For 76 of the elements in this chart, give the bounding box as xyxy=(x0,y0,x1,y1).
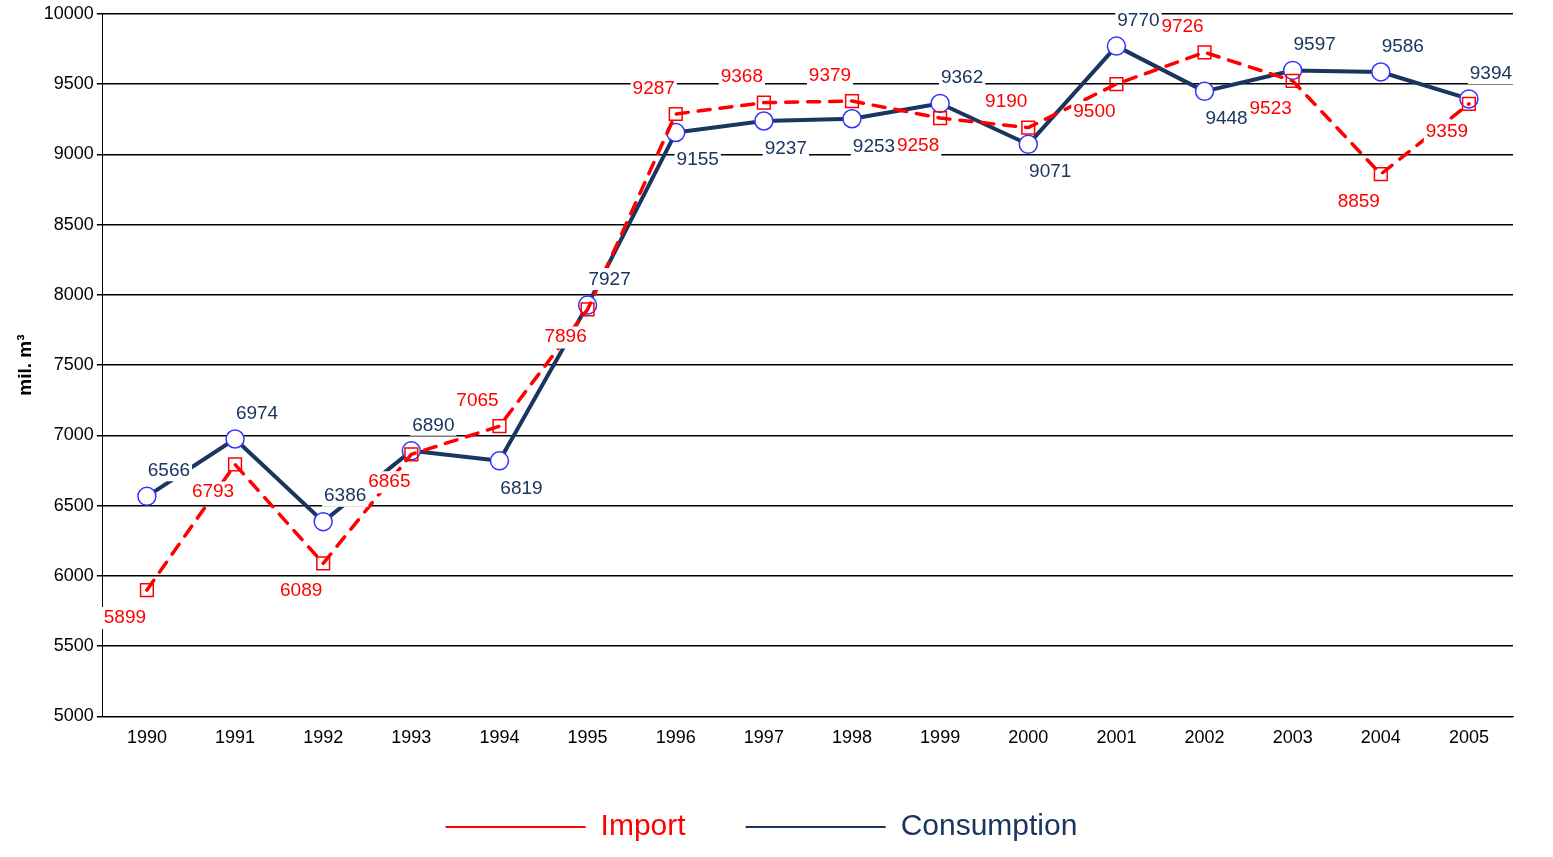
data-label: 9190 xyxy=(985,90,1028,112)
data-label: 9597 xyxy=(1293,33,1336,55)
point xyxy=(668,106,683,122)
data-label: 9359 xyxy=(1425,119,1469,141)
x-tick-label: 2002 xyxy=(1184,727,1225,748)
data-label: 6386 xyxy=(324,484,367,506)
point xyxy=(316,556,331,571)
data-label: 6089 xyxy=(280,579,323,601)
x-tick-label: 2000 xyxy=(1008,727,1049,748)
y-tick-label: 8000 xyxy=(53,283,94,304)
x-tick-label: 2001 xyxy=(1096,727,1137,748)
y-tick-label: 6000 xyxy=(53,564,94,585)
data-label: 9253 xyxy=(852,134,896,156)
point xyxy=(1285,73,1300,88)
y-tick-label: 5500 xyxy=(53,635,94,656)
data-label: 6819 xyxy=(500,476,543,498)
data-label: 9071 xyxy=(1029,160,1072,182)
point xyxy=(756,95,771,110)
data-label: 5899 xyxy=(103,605,147,627)
point xyxy=(1021,120,1036,135)
y-tick-label: 8500 xyxy=(53,213,94,234)
point xyxy=(227,457,243,472)
y-tick-label: 5000 xyxy=(53,705,94,726)
legend-label: Import xyxy=(600,808,687,842)
x-tick-label: 1993 xyxy=(391,727,432,748)
point xyxy=(1373,167,1388,182)
x-tick-label: 2005 xyxy=(1448,727,1489,748)
x-tick-label: 1991 xyxy=(215,727,256,748)
data-label: 9770 xyxy=(1117,8,1160,30)
y-tick-label: 7500 xyxy=(53,354,94,375)
point xyxy=(139,582,155,598)
legend-label: Consumption xyxy=(900,808,1078,842)
y-tick-label: 10000 xyxy=(43,2,94,23)
data-label: 9586 xyxy=(1381,34,1424,56)
y-tick-label: 6500 xyxy=(53,494,94,515)
x-tick-label: 1998 xyxy=(831,727,873,748)
x-tick-label: 1999 xyxy=(920,727,961,748)
y-tick-label: 9500 xyxy=(53,73,94,94)
data-label: 9155 xyxy=(676,148,719,170)
data-label: 6974 xyxy=(235,401,279,423)
data-label: 9368 xyxy=(720,65,763,87)
point xyxy=(933,110,948,126)
data-label: 9394 xyxy=(1469,61,1513,83)
x-tick-label: 1996 xyxy=(655,727,696,748)
x-tick-label: 1992 xyxy=(303,727,344,748)
x-tick-label: 1994 xyxy=(479,727,520,748)
data-label: 9362 xyxy=(940,66,984,88)
data-label: 7927 xyxy=(588,267,631,289)
x-tick-label: 1990 xyxy=(126,727,167,748)
x-tick-label: 2004 xyxy=(1360,727,1401,748)
data-label: 6793 xyxy=(191,480,235,502)
point xyxy=(492,419,507,434)
y-tick-label: 7000 xyxy=(53,424,94,445)
data-label: 6566 xyxy=(147,459,191,481)
y-axis-title: mil. m³ xyxy=(13,334,35,396)
data-label: 9448 xyxy=(1205,107,1248,129)
data-label: 8859 xyxy=(1337,189,1380,211)
y-tick-label: 9000 xyxy=(53,143,94,164)
x-tick-label: 2003 xyxy=(1272,727,1313,748)
point xyxy=(844,93,860,109)
point xyxy=(1461,96,1477,111)
x-tick-label: 1997 xyxy=(743,727,784,748)
data-label: 9500 xyxy=(1073,99,1116,121)
data-label: 9258 xyxy=(896,133,940,155)
data-label: 9379 xyxy=(808,63,852,85)
data-label: 9523 xyxy=(1249,96,1292,118)
data-label: 9287 xyxy=(632,76,675,98)
data-label: 7896 xyxy=(544,325,587,347)
x-tick-label: 1995 xyxy=(567,727,608,748)
data-label: 6865 xyxy=(368,470,411,492)
data-label: 9726 xyxy=(1161,15,1204,37)
data-label: 7065 xyxy=(456,388,499,410)
data-label: 9237 xyxy=(764,136,807,158)
data-label: 6890 xyxy=(412,413,455,435)
point xyxy=(1109,76,1124,92)
point xyxy=(1197,45,1212,60)
